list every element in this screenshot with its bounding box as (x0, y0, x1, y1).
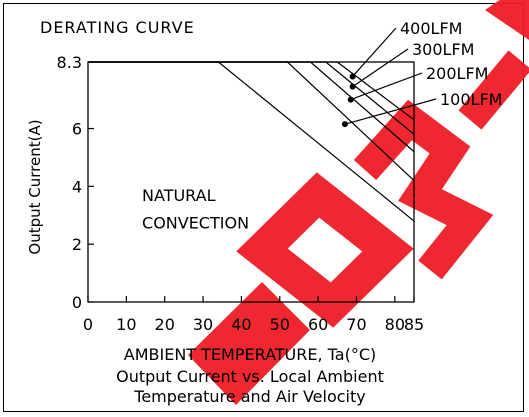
chart-frame (3, 3, 524, 412)
y-axis-label: Output Current(A) (26, 119, 44, 254)
annotation-leader (352, 27, 397, 77)
annotation-text: CONVECTION (142, 213, 249, 232)
caption-line-1: Output Current vs. Local Ambient (116, 367, 384, 386)
annotation-label: 400LFM (400, 19, 462, 38)
series-line-4 (88, 61, 415, 135)
annotation-label: 200LFM (426, 64, 488, 83)
annotation-dot (341, 121, 348, 128)
series-line-5 (88, 61, 415, 121)
x-tick-label: 40 (231, 315, 251, 334)
x-tick-label: 60 (308, 315, 328, 334)
series-line-3 (88, 61, 415, 153)
watermark-stroke-1 (188, 282, 310, 405)
annotation-dot (349, 83, 356, 90)
x-tick-label: 80 (385, 315, 405, 334)
watermark-stroke-3 (353, 99, 494, 280)
x-tick-label: 20 (155, 315, 175, 334)
y-tick-label: 2 (72, 235, 82, 254)
annotation-dot (347, 96, 354, 103)
y-tick-label: 0 (72, 293, 82, 312)
x-tick-label: 30 (193, 315, 213, 334)
watermark-stroke-2 (236, 172, 414, 328)
chart-title: DERATING CURVE (40, 18, 195, 37)
y-tick-label: 8.3 (57, 53, 82, 72)
watermark-stroke-4 (458, 50, 529, 130)
x-tick-label: 50 (270, 315, 290, 334)
annotations: 400LFM 300LFM 200LFM 100LFM NATURAL CONVECTIO… (142, 19, 502, 232)
x-tick-label: 85 (404, 315, 424, 334)
x-axis-label: AMBIENT TEMPERATURE, Ta(°C) (124, 345, 376, 364)
annotation-leader (352, 48, 409, 88)
watermark (188, 0, 529, 405)
annotation-text: NATURAL (142, 186, 216, 205)
series-line-1 (88, 61, 415, 222)
annotation-leader (350, 72, 423, 101)
annotation-label: 100LFM (440, 90, 502, 109)
x-tick-label: 0 (83, 315, 93, 334)
x-tick-label: 70 (346, 315, 366, 334)
annotation-dot (349, 73, 356, 80)
caption-line-2: Temperature and Air Velocity (133, 387, 365, 406)
annotation-label: 300LFM (412, 40, 474, 59)
annotation-leader (344, 98, 437, 125)
y-tick-label: 6 (72, 120, 82, 139)
x-tick-label: 10 (116, 315, 136, 334)
y-tick-label: 4 (72, 177, 82, 196)
series-lines (88, 61, 415, 222)
watermark-stroke-5 (485, 0, 529, 40)
